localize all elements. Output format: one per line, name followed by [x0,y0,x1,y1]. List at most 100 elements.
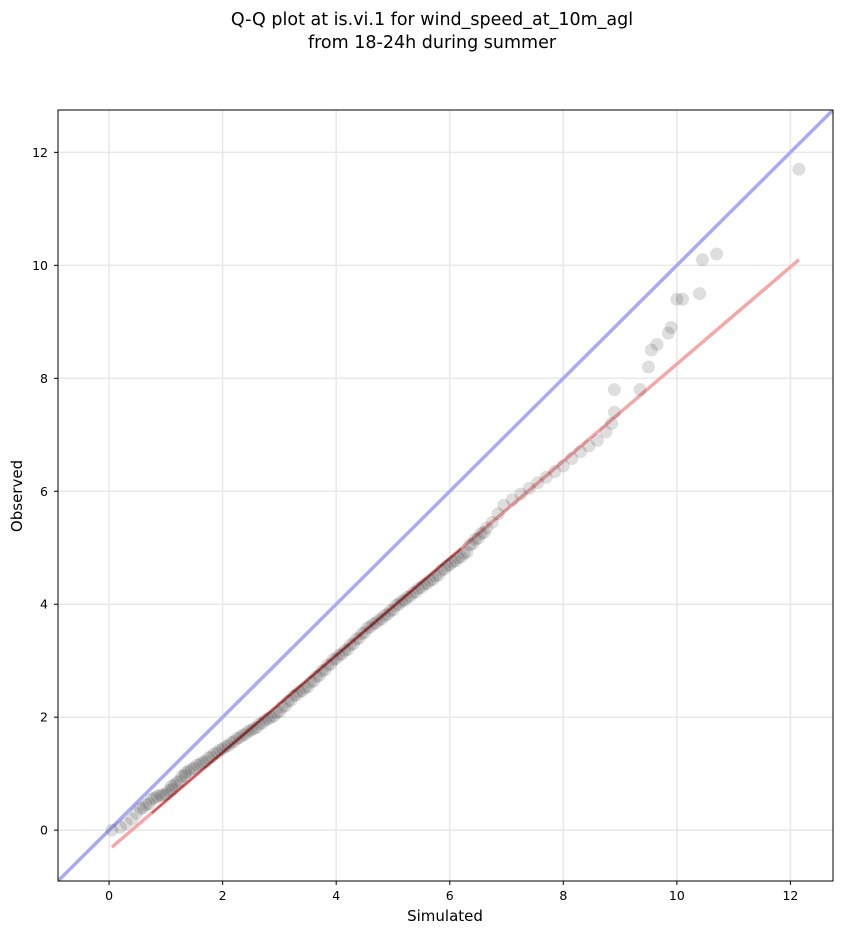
qq-point [389,598,403,612]
qq-point [457,546,471,560]
qq-point [400,590,414,604]
x-tick-label: 8 [559,888,567,903]
qq-point [199,754,213,768]
qq-point [474,527,488,541]
qq-point [607,405,621,419]
qq-point [165,779,179,793]
qq-point [650,337,664,351]
qq-point [505,493,519,507]
chart-title-line-1: Q-Q plot at is.vi.1 for wind_speed_at_10… [231,10,633,30]
qq-point [315,664,329,678]
qq-point [468,532,482,546]
qq-point [196,755,210,769]
qq-point [360,621,374,635]
qq-point [565,452,579,466]
qq-point [599,425,613,439]
qq-point [355,627,369,641]
qq-point [133,802,147,816]
qq-point [556,459,570,473]
qq-point [150,789,164,803]
qq-point [278,699,292,713]
qq-point [633,383,647,397]
qq-point [148,791,162,805]
qq-point [175,770,189,784]
x-axis-label: Simulated [407,907,483,925]
x-tick-label: 12 [782,888,798,903]
y-axis-ticks: 0 2 4 6 8 10 12 [32,145,58,838]
qq-point [187,761,201,775]
qq-point [434,563,448,577]
qq-point [514,487,528,501]
qq-point [321,658,335,672]
qq-point [394,594,408,608]
qq-point [539,470,553,484]
qq-point [295,684,309,698]
qq-point [497,498,511,512]
qq-point [298,681,312,695]
qq-point [224,736,238,750]
qq-point [383,604,397,618]
qq-point [644,343,658,357]
qq-point [227,734,241,748]
qq-point [287,689,301,703]
qq-point [417,577,431,591]
qq-point [256,716,270,730]
y-tick-label: 2 [40,710,48,725]
qq-point [250,720,264,734]
qq-point [406,586,420,600]
qq-point [392,597,406,611]
qq-point [284,693,298,707]
qq-point [372,613,386,627]
qq-point [332,648,346,662]
qq-point [230,732,244,746]
qq-point [423,574,437,588]
qq-point [426,572,440,586]
qq-point [153,788,167,802]
qq-point [429,569,443,583]
data-points [105,162,806,837]
qq-point [695,253,709,267]
qq-point [233,731,247,745]
qq-point [253,717,267,731]
qq-point [178,768,192,782]
qq-point [693,287,707,301]
qq-point [792,162,806,176]
qq-point [346,637,360,651]
qq-point [270,706,284,720]
qq-point [451,551,465,565]
y-tick-label: 8 [40,371,48,386]
y-tick-label: 6 [40,484,48,499]
qq-point [676,292,690,306]
qq-point [397,593,411,607]
qq-point [548,464,562,478]
qq-point [244,723,258,737]
qq-point [329,651,343,665]
qq-point [324,657,338,671]
qq-point [312,668,326,682]
qq-point [182,764,196,778]
qq-point [318,663,332,677]
qq-point [338,644,352,658]
qq-point [125,812,139,826]
qq-point [349,632,363,646]
qq-point [641,360,655,374]
qq-point [239,727,253,741]
qq-point [173,774,187,788]
fit-line-dense-segment [151,547,462,814]
qq-point [142,797,156,811]
qq-point [582,439,596,453]
x-tick-label: 6 [446,888,454,903]
qq-point [412,581,426,595]
qq-point [363,620,377,634]
qq-point [358,625,372,639]
qq-point [201,751,215,765]
qq-point [343,638,357,652]
qq-point [710,247,724,261]
qq-point [258,713,272,727]
reference-lines [58,110,833,881]
qq-point [184,762,198,776]
x-axis-ticks: 0 2 4 6 8 10 12 [105,881,798,903]
qq-point [437,562,451,576]
qq-point [326,653,340,667]
